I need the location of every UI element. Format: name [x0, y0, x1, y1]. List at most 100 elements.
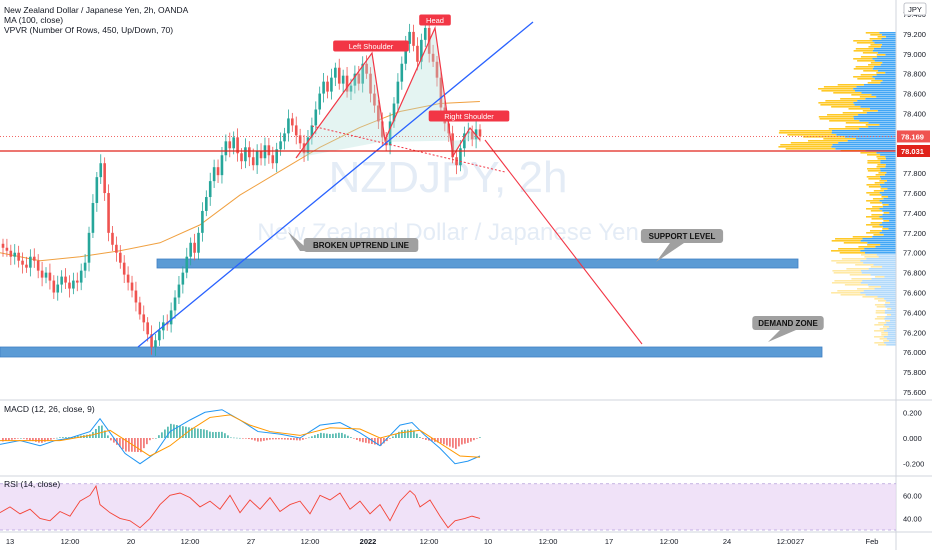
- vp-row-down: [876, 54, 886, 56]
- vp-row-up: [847, 140, 896, 142]
- price-tick-label: 75.800: [903, 368, 926, 377]
- vp-row-down: [820, 104, 855, 106]
- vp-row-down: [787, 134, 837, 136]
- vp-row-down: [875, 174, 885, 176]
- vp-row-up: [872, 50, 896, 52]
- vp-row-down: [871, 214, 883, 216]
- vp-row-down: [785, 148, 836, 150]
- vp-row-up: [838, 142, 896, 144]
- price-tick-label: 79.200: [903, 30, 926, 39]
- candle-body: [189, 242, 192, 257]
- vp-row-up: [884, 304, 896, 306]
- vp-row-up: [872, 76, 896, 78]
- vp-row-up: [882, 62, 896, 64]
- macd-hist-bar: [137, 438, 139, 453]
- candle-body: [122, 262, 126, 275]
- price-tick-label: 77.200: [903, 229, 926, 238]
- vp-row-up: [872, 236, 896, 238]
- vp-row-up: [856, 86, 896, 88]
- time-tick-label: 27: [247, 537, 255, 546]
- macd-hist-bar: [26, 438, 28, 440]
- vp-row-down: [853, 76, 873, 78]
- vp-row-down: [868, 46, 881, 48]
- macd-hist-bar: [467, 438, 469, 443]
- pattern-label: Left Shoulder: [349, 42, 394, 51]
- vp-row-up: [876, 74, 896, 76]
- vp-row-up: [862, 238, 896, 240]
- macd-hist-bar: [317, 434, 319, 438]
- candle-body: [373, 93, 376, 106]
- vp-row-down: [834, 280, 863, 282]
- candle-body: [291, 118, 294, 126]
- vp-row-up: [887, 328, 896, 330]
- macd-hist-bar: [191, 427, 193, 438]
- vp-row-up: [881, 194, 896, 196]
- vp-row-up: [860, 260, 896, 262]
- vp-row-down: [867, 244, 881, 246]
- vp-row-up: [884, 318, 896, 320]
- candle-body: [91, 203, 95, 233]
- macd-hist-bar: [281, 438, 283, 440]
- macd-hist-bar: [257, 438, 259, 442]
- vp-row-down: [849, 274, 871, 276]
- vp-row-down: [874, 318, 885, 320]
- vp-row-up: [889, 212, 896, 214]
- candle-body: [369, 73, 372, 94]
- macd-hist-bar: [323, 433, 325, 438]
- price-tick-label: 77.400: [903, 209, 926, 218]
- vp-row-up: [879, 232, 896, 234]
- vp-row-up: [876, 152, 896, 154]
- macd-hist-bar: [395, 434, 397, 438]
- candle-body: [52, 280, 56, 293]
- candle-body: [103, 163, 106, 194]
- vp-row-up: [867, 284, 896, 286]
- vp-row-down: [853, 50, 873, 52]
- price-tick-label: 77.000: [903, 249, 926, 258]
- vp-row-down: [856, 42, 875, 44]
- vp-row-up: [891, 308, 896, 310]
- vp-row-up: [883, 336, 896, 338]
- currency-badge[interactable]: [903, 2, 927, 16]
- vp-row-down: [836, 262, 864, 264]
- macd-hist-bar: [476, 438, 478, 439]
- macd-hist-bar: [425, 438, 427, 440]
- vp-row-up: [861, 272, 896, 274]
- time-tick-label: 12:00: [420, 537, 439, 546]
- vp-row-down: [885, 302, 891, 304]
- vp-row-up: [885, 306, 896, 308]
- candle-body: [36, 260, 40, 271]
- vp-row-up: [885, 166, 896, 168]
- vp-row-up: [887, 332, 896, 334]
- candle-body: [302, 143, 306, 154]
- vp-row-up: [879, 184, 896, 186]
- macd-hist-bar: [365, 438, 367, 443]
- vp-row-down: [818, 88, 854, 90]
- macd-hist-bar: [35, 438, 37, 442]
- vp-row-up: [863, 290, 896, 292]
- vp-row-down: [779, 130, 832, 132]
- vp-row-up: [885, 164, 896, 166]
- macd-pane: [0, 409, 481, 465]
- vp-row-down: [828, 128, 860, 130]
- macd-hist-bar: [152, 438, 154, 439]
- vp-row-down: [857, 60, 875, 62]
- vp-row-down: [855, 66, 874, 68]
- vp-row-down: [862, 110, 878, 112]
- time-tick-label: 12:00: [660, 537, 679, 546]
- vp-row-down: [778, 146, 832, 148]
- candle-body: [146, 322, 149, 335]
- vp-row-down: [845, 122, 869, 124]
- candle-body: [279, 141, 282, 150]
- price-tick-label: 76.400: [903, 308, 926, 317]
- macd-hist-bar: [260, 438, 262, 442]
- chart-title: New Zealand Dollar / Japanese Yen, 2h, O…: [4, 5, 189, 15]
- vp-row-up: [880, 170, 896, 172]
- macd-hist-bar: [230, 437, 232, 439]
- candle-body: [306, 137, 310, 154]
- macd-hist-bar: [416, 433, 418, 438]
- macd-hist-bar: [179, 425, 181, 438]
- vp-row-up: [880, 154, 896, 156]
- candle-body: [357, 73, 361, 84]
- time-tick-label: Feb: [866, 537, 879, 546]
